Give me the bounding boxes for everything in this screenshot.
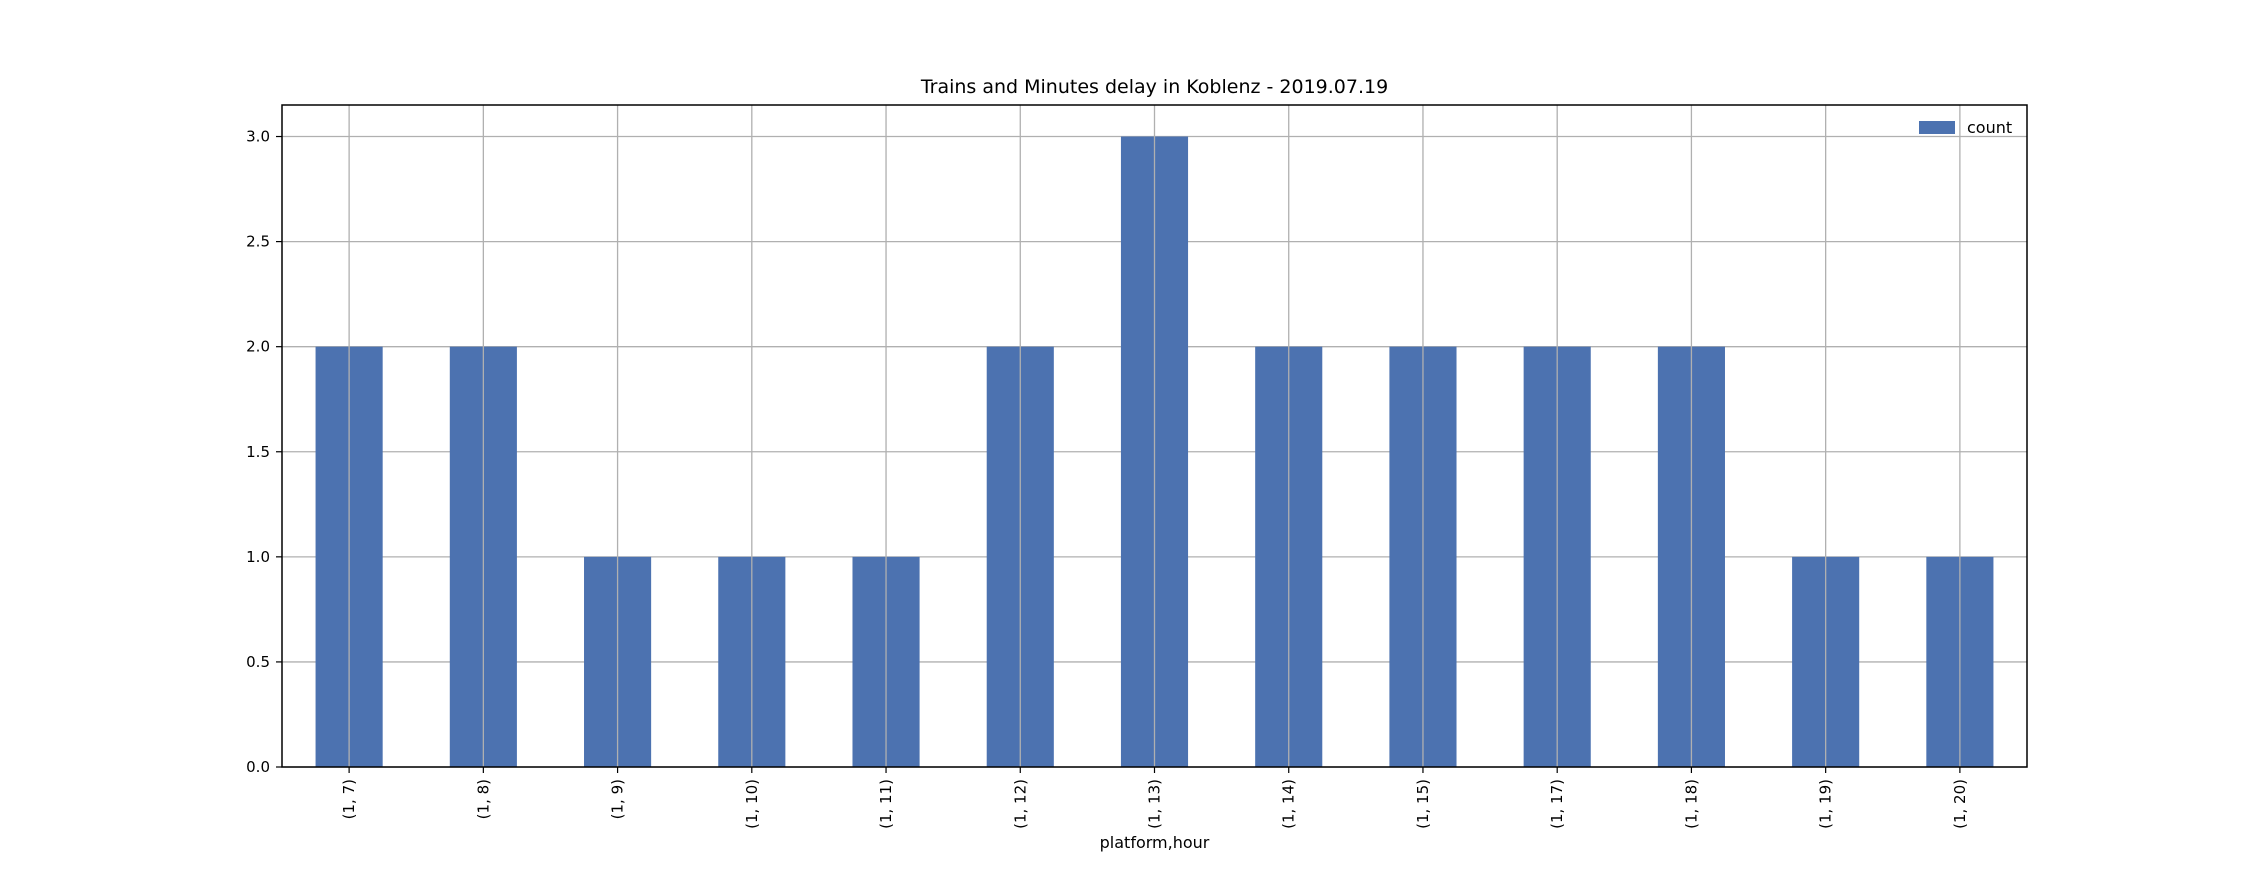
x-tick-label: (1, 13) bbox=[1146, 779, 1164, 829]
x-tick-label: (1, 12) bbox=[1011, 779, 1029, 829]
y-tick-label: 2.5 bbox=[246, 233, 270, 251]
y-tick-label: 3.0 bbox=[246, 128, 270, 146]
x-tick-label: (1, 10) bbox=[743, 779, 761, 829]
legend-swatch bbox=[1919, 121, 1955, 134]
y-tick-label: 2.0 bbox=[246, 338, 270, 356]
x-tick-label: (1, 7) bbox=[340, 779, 358, 819]
x-axis-label: platform,hour bbox=[1100, 833, 1210, 852]
x-tick-label: (1, 11) bbox=[877, 779, 895, 829]
x-tick-label: (1, 15) bbox=[1414, 779, 1432, 829]
y-axis-ticks: 0.0 0.5 1.0 1.5 2.0 2.5 3.0 bbox=[246, 128, 282, 776]
x-tick-label: (1, 14) bbox=[1280, 779, 1298, 829]
legend-label: count bbox=[1967, 118, 2012, 137]
y-tick-label: 0.0 bbox=[246, 758, 270, 776]
x-tick-label: (1, 8) bbox=[474, 779, 492, 819]
x-axis-ticks: (1, 7) (1, 8) (1, 9) (1, 10) (1, 11) (1, 12) (… bbox=[340, 767, 1969, 829]
y-tick-label: 0.5 bbox=[246, 653, 270, 671]
grid-lines-overlay bbox=[348, 105, 1961, 767]
y-tick-label: 1.0 bbox=[246, 548, 270, 566]
chart-title: Trains and Minutes delay in Koblenz - 20… bbox=[920, 76, 1388, 98]
x-tick-label: (1, 19) bbox=[1817, 779, 1835, 829]
y-tick-label: 1.5 bbox=[246, 443, 270, 461]
x-tick-label: (1, 9) bbox=[609, 779, 627, 819]
x-tick-label: (1, 20) bbox=[1951, 779, 1969, 829]
x-tick-label: (1, 18) bbox=[1682, 779, 1700, 829]
x-tick-label: (1, 17) bbox=[1548, 779, 1566, 829]
legend: count bbox=[1919, 118, 2012, 137]
